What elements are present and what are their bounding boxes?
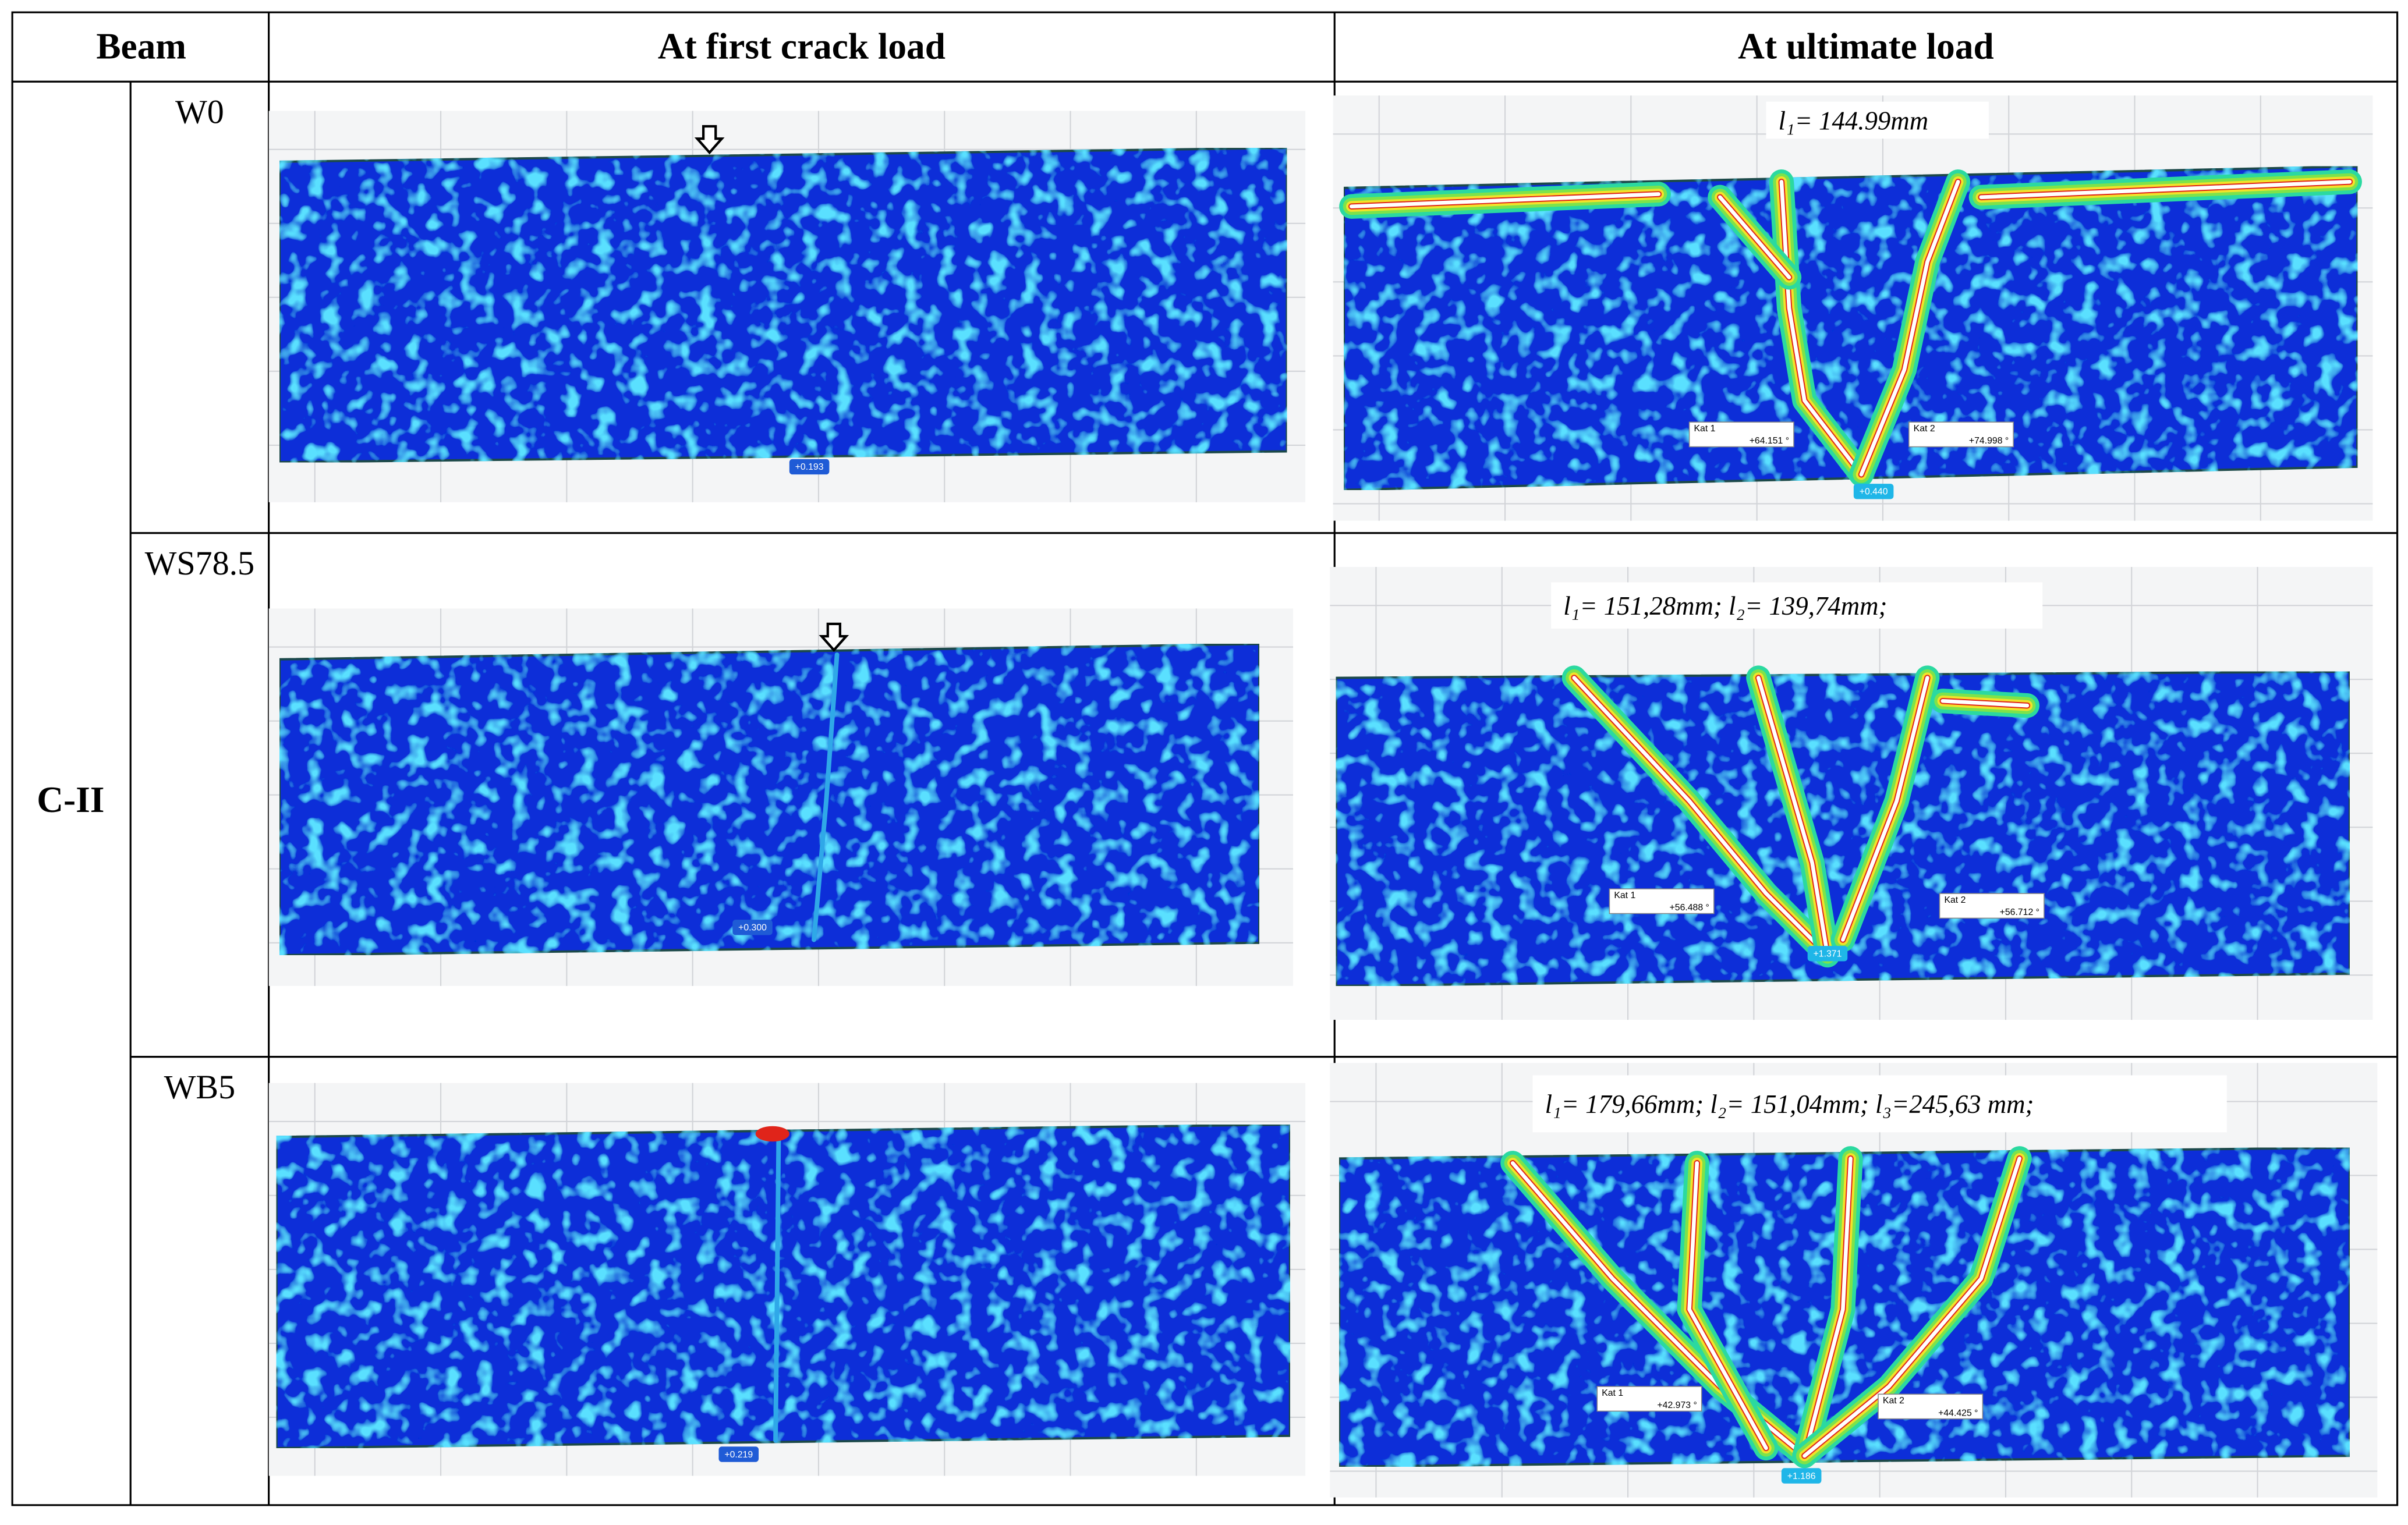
specimen: [278, 643, 1260, 956]
crack: [1687, 1161, 1768, 1450]
beam-name: W0: [175, 93, 224, 131]
beam-name: WB5: [164, 1068, 235, 1106]
specimen: [275, 1123, 1291, 1449]
kat-box: [1596, 1386, 1702, 1412]
value-label: +0.300: [738, 923, 767, 933]
value-badge: [1781, 1468, 1822, 1484]
value-badge: [732, 920, 773, 935]
annotation-box: [1551, 582, 2043, 629]
kat-angle: +74.998 °: [1969, 436, 2009, 446]
kat-box: [1609, 888, 1715, 914]
annotation-box: [1766, 101, 1989, 139]
crack: [1803, 1157, 2022, 1458]
kat-angle: +64.151 °: [1750, 436, 1789, 446]
kat-angle: +44.425 °: [1938, 1408, 1978, 1418]
header-cell: At ultimate load: [1738, 25, 1994, 66]
load-arrow: [694, 125, 725, 155]
annotation-box: [1532, 1075, 2227, 1133]
annotation: l₁= 151,28mm; l₂= 139,74mm;: [1563, 591, 1887, 620]
crack-peak: [755, 1126, 789, 1142]
dic-image: +0.219: [268, 1083, 1306, 1476]
kat-box: [1908, 421, 2014, 448]
load-arrow: [819, 622, 849, 652]
specimen: [1343, 165, 2359, 491]
value-label: +1.186: [1787, 1471, 1816, 1481]
header-cell: At first crack load: [658, 25, 946, 66]
specimen: [1334, 670, 2351, 987]
crack: [1940, 698, 2030, 708]
value-label: +0.440: [1860, 487, 1888, 497]
value-label: +0.193: [795, 462, 824, 472]
beam-name: WS78.5: [145, 544, 255, 582]
kat-name: Kat 2: [1883, 1396, 1904, 1406]
kat-name: Kat 1: [1602, 1388, 1623, 1398]
value-label: +1.371: [1814, 949, 1842, 959]
kat-box: [1688, 421, 1794, 448]
kat-name: Kat 2: [1944, 895, 1966, 905]
crack: [1572, 676, 1830, 957]
kat-angle: +56.712 °: [2000, 907, 2039, 917]
dic-image: +0.193: [268, 111, 1306, 502]
kat-box: [1939, 893, 2045, 919]
kat-name: Kat 1: [1614, 891, 1635, 900]
kat-angle: +42.973 °: [1657, 1400, 1697, 1410]
value-badge: [789, 459, 830, 475]
crack: [1841, 676, 1929, 942]
dic-image: +0.300: [268, 608, 1294, 986]
crack: [1803, 1157, 1853, 1458]
dic-image: l₁= 151,28mm; l₂= 139,74mm; Kat 1 +56.488 …: [1330, 566, 2373, 1020]
kat-name: Kat 1: [1694, 424, 1715, 434]
crack: [1779, 180, 1864, 477]
kat-angle: +56.488 °: [1670, 903, 1709, 913]
annotation: l₁= 144.99mm: [1779, 106, 1929, 135]
crack: [1979, 180, 2352, 200]
kat-box: [1878, 1393, 1984, 1420]
group-label: C-II: [37, 779, 104, 820]
header-cell: Beam: [96, 25, 186, 66]
crack: [1756, 676, 1830, 957]
value-label: +0.219: [724, 1450, 753, 1460]
value-badge: [1853, 484, 1894, 499]
value-badge: [718, 1446, 759, 1462]
dic-image: l₁= 179,66mm; l₂= 151,04mm; l₃=245,63 mm…: [1330, 1063, 2378, 1498]
crack: [773, 1137, 781, 1443]
crack: [1859, 180, 1960, 477]
crack: [812, 652, 840, 942]
specimen: [278, 147, 1288, 464]
kat-name: Kat 2: [1914, 424, 1935, 434]
annotation: l₁= 179,66mm; l₂= 151,04mm; l₃=245,63 mm…: [1545, 1090, 2034, 1119]
crack: [1349, 192, 1661, 208]
dic-image: l₁= 144.99mm Kat 1 +64.151 ° Kat 2 +74.998 °…: [1333, 95, 2373, 521]
crack: [1718, 195, 1791, 279]
value-badge: [1807, 946, 1848, 962]
